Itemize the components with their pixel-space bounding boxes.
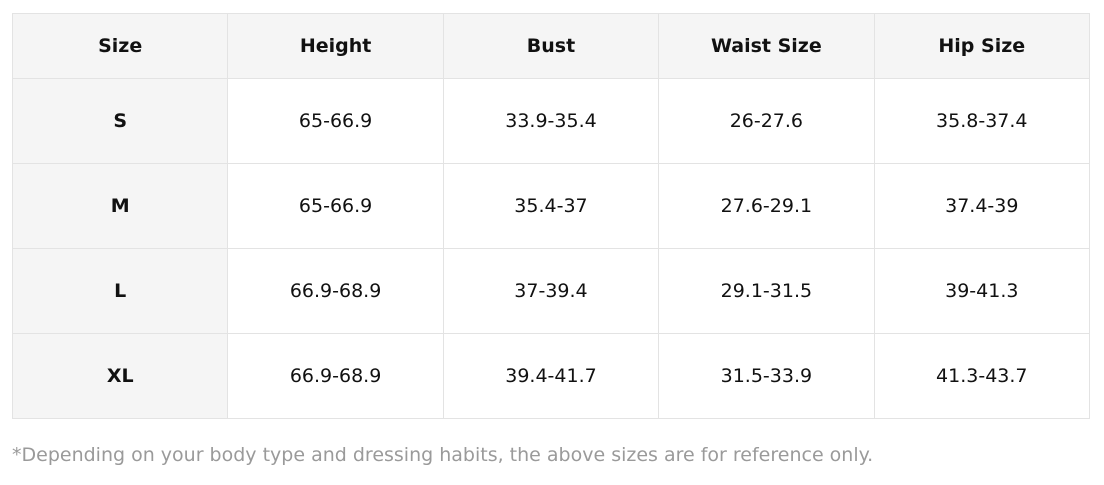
table-row: S 65-66.9 33.9-35.4 26-27.6 35.8-37.4 (11, 78, 1091, 164)
size-label: XL (11, 333, 229, 419)
table-row: M 65-66.9 35.4-37 27.6-29.1 37.4-39 (11, 163, 1091, 249)
hip-value: 41.3-43.7 (873, 333, 1091, 419)
hip-value: 35.8-37.4 (873, 78, 1091, 164)
waist-value: 31.5-33.9 (658, 333, 875, 419)
waist-value: 27.6-29.1 (658, 163, 875, 249)
table-row: XL 66.9-68.9 39.4-41.7 31.5-33.9 41.3-43… (11, 333, 1091, 419)
height-value: 66.9-68.9 (227, 333, 444, 419)
header-bust: Bust (442, 13, 660, 79)
height-value: 65-66.9 (227, 163, 444, 249)
table-row: L 66.9-68.9 37-39.4 29.1-31.5 39-41.3 (11, 248, 1091, 334)
hip-value: 39-41.3 (873, 248, 1091, 334)
header-size: Size (11, 13, 229, 79)
height-value: 66.9-68.9 (227, 248, 444, 334)
waist-value: 29.1-31.5 (658, 248, 875, 334)
size-chart-header: Size Height Bust Waist Size Hip Size (11, 13, 1091, 79)
header-hip-size: Hip Size (873, 13, 1091, 79)
size-label: M (11, 163, 229, 249)
size-label: S (11, 78, 229, 164)
bust-value: 33.9-35.4 (442, 78, 660, 164)
reference-footnote: *Depending on your body type and dressin… (12, 444, 874, 466)
size-chart-table: Size Height Bust Waist Size Hip Size S 6… (11, 13, 1091, 419)
height-value: 65-66.9 (227, 78, 444, 164)
size-label: L (11, 248, 229, 334)
size-chart-body: S 65-66.9 33.9-35.4 26-27.6 35.8-37.4 M … (11, 78, 1091, 419)
hip-value: 37.4-39 (873, 163, 1091, 249)
header-height: Height (227, 13, 444, 79)
bust-value: 35.4-37 (442, 163, 660, 249)
waist-value: 26-27.6 (658, 78, 875, 164)
header-row: Size Height Bust Waist Size Hip Size (11, 13, 1091, 79)
bust-value: 39.4-41.7 (442, 333, 660, 419)
bust-value: 37-39.4 (442, 248, 660, 334)
header-waist-size: Waist Size (658, 13, 875, 79)
